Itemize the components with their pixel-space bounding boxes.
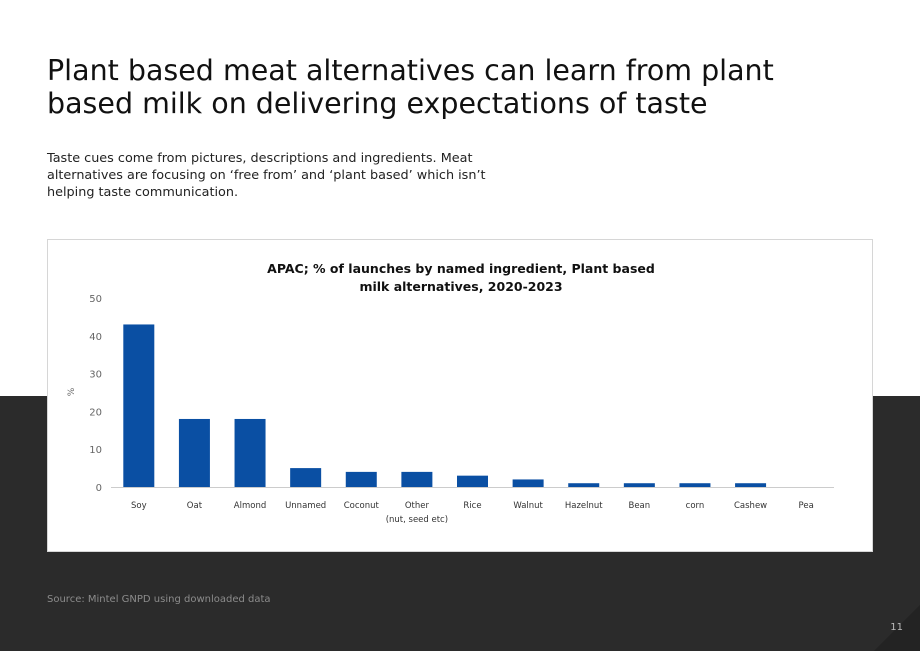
bar	[735, 483, 767, 487]
x-tick-label: Walnut	[513, 501, 543, 511]
bar	[457, 475, 488, 487]
y-tick-label: 10	[89, 445, 102, 456]
bar	[123, 324, 155, 487]
x-tick-label: (nut, seed etc)	[386, 515, 448, 525]
source-note: Source: Mintel GNPD using downloaded dat…	[47, 594, 271, 605]
slide-title: Plant based meat alternatives can learn …	[47, 54, 774, 120]
corner-decoration	[874, 605, 920, 651]
bar	[234, 418, 266, 487]
bar	[345, 471, 377, 487]
x-tick-label: Unnamed	[285, 501, 326, 511]
y-tick-label: 30	[89, 370, 102, 381]
x-tick-label: Oat	[187, 501, 203, 511]
x-tick-label: Almond	[234, 501, 266, 511]
bar	[623, 483, 655, 487]
chart-card: APAC; % of launches by named ingredient,…	[47, 239, 873, 552]
x-tick-label: Pea	[799, 501, 814, 511]
y-tick-label: 20	[89, 407, 102, 418]
bar	[568, 483, 600, 487]
chart-title-line: APAC; % of launches by named ingredient,…	[267, 261, 655, 276]
x-tick-label: Other	[405, 501, 430, 511]
x-tick-label: Bean	[629, 501, 651, 511]
x-tick-label: Cashew	[734, 501, 767, 511]
chart-title-line: milk alternatives, 2020-2023	[359, 279, 562, 294]
page-number: 11	[890, 622, 903, 633]
y-tick-label: 40	[89, 332, 102, 343]
bar	[512, 479, 544, 487]
bar	[290, 468, 322, 487]
y-tick-label: 50	[89, 294, 102, 305]
bar-chart: APAC; % of launches by named ingredient,…	[67, 261, 834, 525]
x-tick-label: Hazelnut	[565, 501, 603, 511]
bar	[401, 471, 433, 487]
x-tick-label: Rice	[463, 501, 481, 511]
y-tick-label: 0	[96, 483, 102, 494]
x-tick-label: Soy	[131, 501, 147, 511]
y-axis-label: %	[67, 387, 77, 396]
bar	[679, 483, 711, 487]
slide-subtitle: Taste cues come from pictures, descripti…	[47, 151, 486, 200]
bar	[178, 418, 210, 487]
x-tick-label: Coconut	[344, 501, 380, 511]
x-tick-label: corn	[686, 501, 705, 511]
